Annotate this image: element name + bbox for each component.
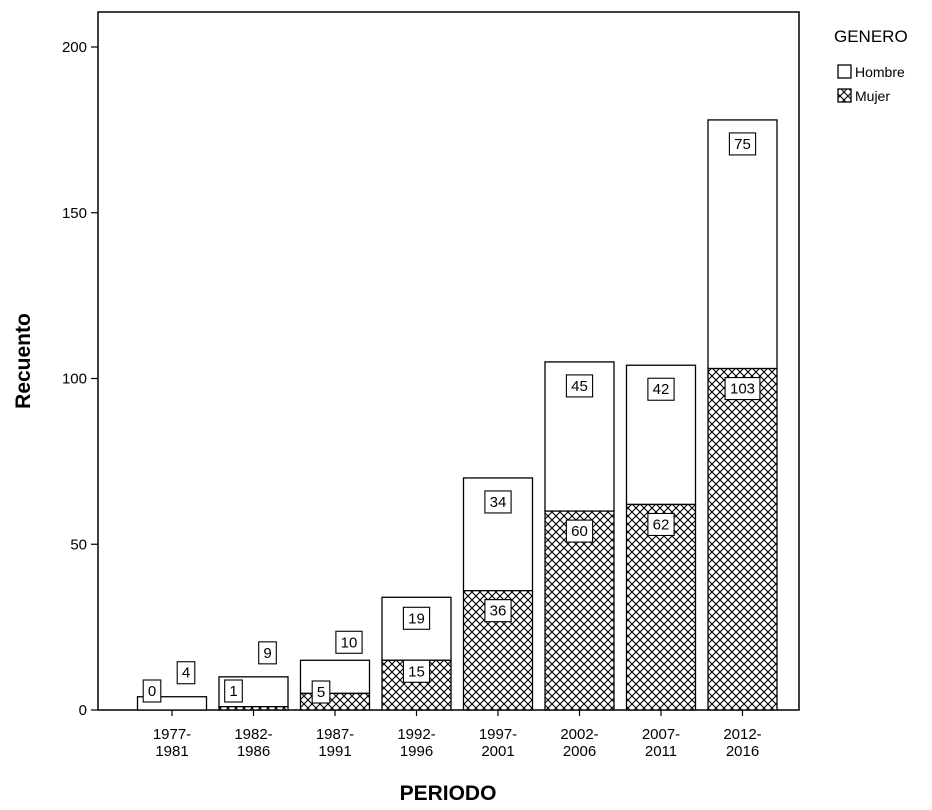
data-label-hombre-box — [484, 490, 512, 514]
data-label-mujer: 103 — [730, 381, 755, 398]
x-tick-label: 2002- — [560, 726, 598, 743]
data-label-mujer: 60 — [571, 523, 588, 540]
x-tick-label: 2011 — [645, 743, 677, 760]
data-label-mujer-box — [724, 377, 761, 401]
data-label-hombre-box — [335, 630, 363, 654]
legend-swatch-mujer — [837, 88, 852, 103]
x-axis-title: PERIODO — [400, 782, 497, 805]
x-tick-label: 1992- — [397, 726, 435, 743]
x-tick-label: 2016 — [726, 743, 759, 760]
data-label-mujer: 5 — [317, 684, 325, 701]
data-label-hombre: 75 — [734, 136, 751, 153]
x-tick-label: 2001 — [481, 743, 514, 760]
legend: GENERO Hombre Mujer — [834, 27, 908, 104]
data-label-hombre-box — [728, 132, 757, 156]
legend-swatch-hombre — [837, 64, 852, 79]
data-label-mujer: 15 — [408, 663, 425, 680]
legend-label-hombre: Hombre — [855, 64, 905, 80]
data-label-mujer: 62 — [653, 516, 670, 533]
data-label-hombre: 19 — [408, 610, 425, 627]
data-label-hombre-box — [258, 641, 277, 665]
data-label-hombre: 42 — [653, 381, 670, 398]
data-label-mujer-box — [402, 659, 431, 683]
x-tick-label: 1991 — [318, 743, 351, 760]
data-label-hombre: 10 — [341, 634, 358, 651]
data-label-mujer-box — [311, 680, 331, 704]
y-tick-label: 150 — [62, 205, 87, 222]
y-tick-label: 100 — [62, 371, 87, 388]
data-label-hombre: 34 — [490, 494, 507, 511]
data-label-mujer-box — [224, 679, 243, 703]
data-label-mujer-box — [565, 519, 594, 543]
y-tick-label: 0 — [79, 702, 87, 719]
y-tick-label: 200 — [62, 39, 87, 56]
data-label-mujer: 36 — [490, 603, 507, 620]
x-tick-label: 1987- — [316, 726, 354, 743]
x-tick-label: 1982- — [234, 726, 272, 743]
bar-mujer — [218, 706, 289, 711]
bar-hombre — [299, 659, 371, 695]
x-tick-label: 1986 — [237, 743, 270, 760]
bar-mujer — [299, 692, 371, 711]
bar-hombre — [707, 119, 778, 370]
bar-hombre — [544, 361, 615, 512]
legend-title: GENERO — [834, 27, 908, 46]
data-label-mujer: 1 — [229, 683, 237, 700]
data-label-hombre: 4 — [182, 665, 190, 682]
data-label-hombre-box — [176, 661, 196, 685]
x-tick-label: 1996 — [400, 743, 433, 760]
bar-mujer — [707, 367, 778, 711]
data-label-mujer-box — [647, 512, 675, 537]
data-label-hombre-box — [402, 606, 431, 630]
legend-label-mujer: Mujer — [855, 88, 890, 104]
data-label-mujer-box — [484, 599, 512, 623]
y-tick-label: 50 — [70, 536, 87, 553]
data-label-hombre: 45 — [571, 378, 588, 395]
x-axis: 1977-1981 1982-1986 1987-1991 1992-1996 1997… — [153, 710, 762, 760]
x-tick-label: 2012- — [723, 726, 761, 743]
y-axis-title: Recuento — [12, 313, 35, 409]
x-tick-label: 1997- — [479, 726, 517, 743]
y-axis: 0 50 100 150 200 — [62, 39, 98, 719]
data-label-hombre-box — [565, 374, 594, 398]
x-tick-label: 1981 — [155, 743, 188, 760]
x-tick-label: 2007- — [642, 726, 680, 743]
data-label-hombre: 9 — [263, 645, 271, 662]
data-label-hombre-box — [647, 377, 675, 401]
data-label-mujer: 0 — [148, 683, 156, 700]
bar-mujer — [544, 510, 615, 711]
x-tick-label: 2006 — [563, 743, 596, 760]
data-label-mujer-box — [142, 679, 162, 703]
x-tick-label: 1977- — [153, 726, 191, 743]
